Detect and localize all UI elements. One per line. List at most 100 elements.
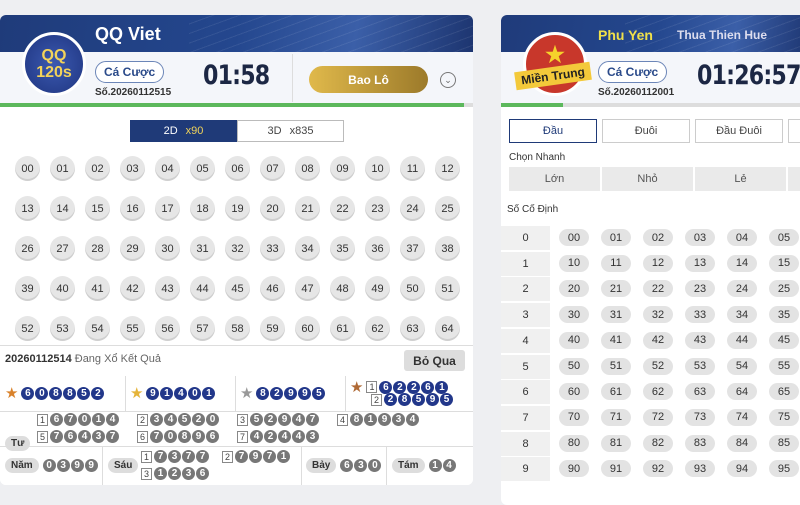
number-button[interactable]: 53 xyxy=(685,357,715,375)
chevron-down-icon[interactable]: ⌄ xyxy=(440,72,456,88)
number-ball[interactable]: 20 xyxy=(260,196,285,221)
number-button[interactable]: 51 xyxy=(601,357,631,375)
number-ball[interactable]: 26 xyxy=(15,236,40,261)
number-button[interactable]: 91 xyxy=(601,460,631,478)
number-button[interactable]: 61 xyxy=(601,383,631,401)
number-ball[interactable]: 18 xyxy=(190,196,215,221)
number-ball[interactable]: 59 xyxy=(260,316,285,341)
number-ball[interactable]: 15 xyxy=(85,196,110,221)
number-button[interactable]: 93 xyxy=(685,460,715,478)
number-button[interactable]: 24 xyxy=(727,280,757,298)
number-button[interactable]: 83 xyxy=(685,434,715,452)
number-ball[interactable]: 35 xyxy=(330,236,355,261)
number-button[interactable]: 60 xyxy=(559,383,589,401)
number-button[interactable]: 55 xyxy=(769,357,799,375)
number-button[interactable]: 80 xyxy=(559,434,589,452)
number-ball[interactable]: 47 xyxy=(295,276,320,301)
number-button[interactable]: 32 xyxy=(643,306,673,324)
number-ball[interactable]: 28 xyxy=(85,236,110,261)
number-ball[interactable]: 13 xyxy=(15,196,40,221)
number-ball[interactable]: 51 xyxy=(435,276,460,301)
number-button[interactable]: 35 xyxy=(769,306,799,324)
number-button[interactable]: 95 xyxy=(769,460,799,478)
number-ball[interactable]: 22 xyxy=(330,196,355,221)
number-button[interactable]: 71 xyxy=(601,408,631,426)
number-ball[interactable]: 07 xyxy=(260,156,285,181)
number-ball[interactable]: 03 xyxy=(120,156,145,181)
number-ball[interactable]: 54 xyxy=(85,316,110,341)
number-button[interactable]: 12 xyxy=(643,254,673,272)
number-button[interactable]: 81 xyxy=(601,434,631,452)
tab-2d[interactable]: 2D x90 xyxy=(130,120,237,142)
number-ball[interactable]: 41 xyxy=(85,276,110,301)
number-ball[interactable]: 32 xyxy=(225,236,250,261)
bet-button[interactable]: Cá Cược xyxy=(598,61,668,83)
number-ball[interactable]: 11 xyxy=(400,156,425,181)
number-ball[interactable]: 45 xyxy=(225,276,250,301)
number-ball[interactable]: 19 xyxy=(225,196,250,221)
number-button[interactable]: 41 xyxy=(601,331,631,349)
number-button[interactable]: 73 xyxy=(685,408,715,426)
number-ball[interactable]: 36 xyxy=(365,236,390,261)
number-button[interactable]: 34 xyxy=(727,306,757,324)
number-button[interactable]: 04 xyxy=(727,229,757,246)
number-button[interactable]: 85 xyxy=(769,434,799,452)
quick-pick-button[interactable] xyxy=(788,167,800,191)
number-ball[interactable]: 63 xyxy=(400,316,425,341)
quick-pick-button[interactable]: Lẻ xyxy=(695,167,786,191)
number-button[interactable]: 40 xyxy=(559,331,589,349)
number-ball[interactable]: 61 xyxy=(330,316,355,341)
number-ball[interactable]: 39 xyxy=(15,276,40,301)
skip-button[interactable]: Bỏ Qua xyxy=(404,350,465,371)
number-ball[interactable]: 42 xyxy=(120,276,145,301)
number-ball[interactable]: 31 xyxy=(190,236,215,261)
number-ball[interactable]: 60 xyxy=(295,316,320,341)
number-ball[interactable]: 52 xyxy=(15,316,40,341)
number-button[interactable]: 74 xyxy=(727,408,757,426)
number-ball[interactable]: 50 xyxy=(400,276,425,301)
number-ball[interactable]: 17 xyxy=(155,196,180,221)
number-ball[interactable]: 38 xyxy=(435,236,460,261)
bet-button[interactable]: Cá Cược xyxy=(95,61,165,83)
number-button[interactable]: 45 xyxy=(769,331,799,349)
number-ball[interactable]: 44 xyxy=(190,276,215,301)
number-button[interactable]: 72 xyxy=(643,408,673,426)
number-button[interactable]: 75 xyxy=(769,408,799,426)
number-ball[interactable]: 53 xyxy=(50,316,75,341)
bao-lo-button[interactable]: Bao Lô xyxy=(309,66,428,93)
number-button[interactable]: 92 xyxy=(643,460,673,478)
number-button[interactable]: 01 xyxy=(601,229,631,246)
mode-button[interactable]: Đuôi xyxy=(602,119,690,143)
number-button[interactable]: 20 xyxy=(559,280,589,298)
number-ball[interactable]: 23 xyxy=(365,196,390,221)
number-ball[interactable]: 05 xyxy=(190,156,215,181)
number-button[interactable]: 30 xyxy=(559,306,589,324)
number-button[interactable]: 02 xyxy=(643,229,673,246)
number-button[interactable]: 65 xyxy=(769,383,799,401)
number-button[interactable]: 21 xyxy=(601,280,631,298)
number-button[interactable]: 54 xyxy=(727,357,757,375)
number-ball[interactable]: 10 xyxy=(365,156,390,181)
number-button[interactable]: 42 xyxy=(643,331,673,349)
number-ball[interactable]: 01 xyxy=(50,156,75,181)
number-ball[interactable]: 48 xyxy=(330,276,355,301)
number-button[interactable]: 25 xyxy=(769,280,799,298)
number-button[interactable]: 15 xyxy=(769,254,799,272)
number-ball[interactable]: 64 xyxy=(435,316,460,341)
number-ball[interactable]: 57 xyxy=(190,316,215,341)
number-ball[interactable]: 46 xyxy=(260,276,285,301)
number-ball[interactable]: 34 xyxy=(295,236,320,261)
number-ball[interactable]: 12 xyxy=(435,156,460,181)
number-button[interactable]: 82 xyxy=(643,434,673,452)
number-button[interactable]: 10 xyxy=(559,254,589,272)
number-button[interactable]: 31 xyxy=(601,306,631,324)
number-ball[interactable]: 04 xyxy=(155,156,180,181)
number-button[interactable]: 50 xyxy=(559,357,589,375)
number-button[interactable]: 43 xyxy=(685,331,715,349)
quick-pick-button[interactable]: Nhỏ xyxy=(602,167,693,191)
number-ball[interactable]: 29 xyxy=(120,236,145,261)
number-button[interactable]: 14 xyxy=(727,254,757,272)
number-ball[interactable]: 33 xyxy=(260,236,285,261)
number-button[interactable]: 33 xyxy=(685,306,715,324)
number-button[interactable]: 00 xyxy=(559,229,589,246)
